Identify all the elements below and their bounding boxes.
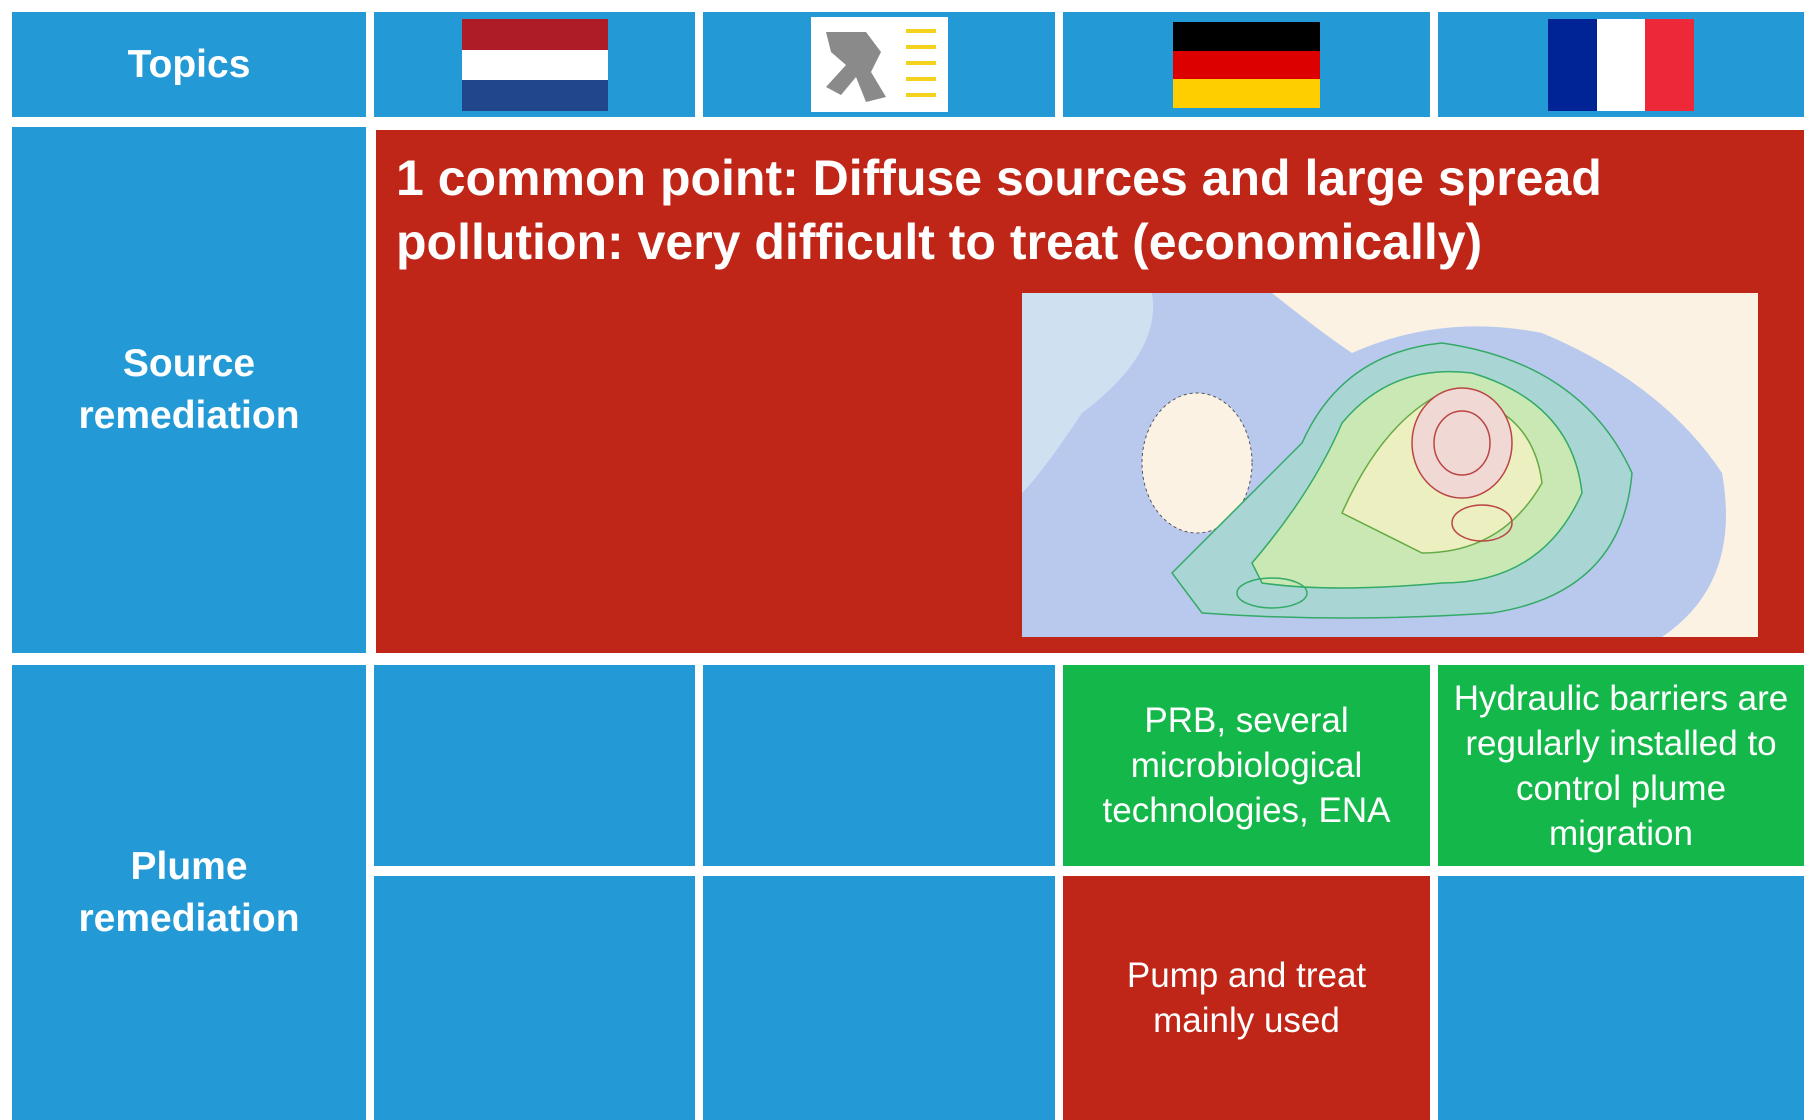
empty-cell bbox=[374, 876, 695, 1120]
empty-cell bbox=[1438, 876, 1804, 1120]
flag-germany bbox=[1173, 21, 1320, 108]
row-label: Source remediation bbox=[12, 127, 366, 653]
empty-cell bbox=[374, 665, 695, 866]
common-point-cell: 1 common point: Diffuse sources and larg… bbox=[376, 130, 1804, 653]
logo-flanders bbox=[810, 17, 948, 112]
flag-netherlands bbox=[461, 18, 608, 111]
header-flanders bbox=[703, 12, 1055, 117]
empty-cell bbox=[703, 665, 1055, 866]
flag-france bbox=[1548, 18, 1694, 111]
contour-map bbox=[1022, 293, 1758, 637]
germany-cell: Pump and treat mainly used bbox=[1063, 876, 1430, 1120]
empty-cell bbox=[703, 876, 1055, 1120]
row-label: Plume remediation bbox=[12, 665, 366, 1120]
common-point-text: 1 common point: Diffuse sources and larg… bbox=[396, 150, 1602, 270]
header-germany bbox=[1063, 12, 1430, 117]
header-topics: Topics bbox=[12, 12, 366, 117]
germany-cell: PRB, several microbiological technologie… bbox=[1063, 665, 1430, 866]
header-netherlands bbox=[374, 12, 695, 117]
header-france bbox=[1438, 12, 1804, 117]
france-cell: Hydraulic barriers are regularly install… bbox=[1438, 665, 1804, 866]
